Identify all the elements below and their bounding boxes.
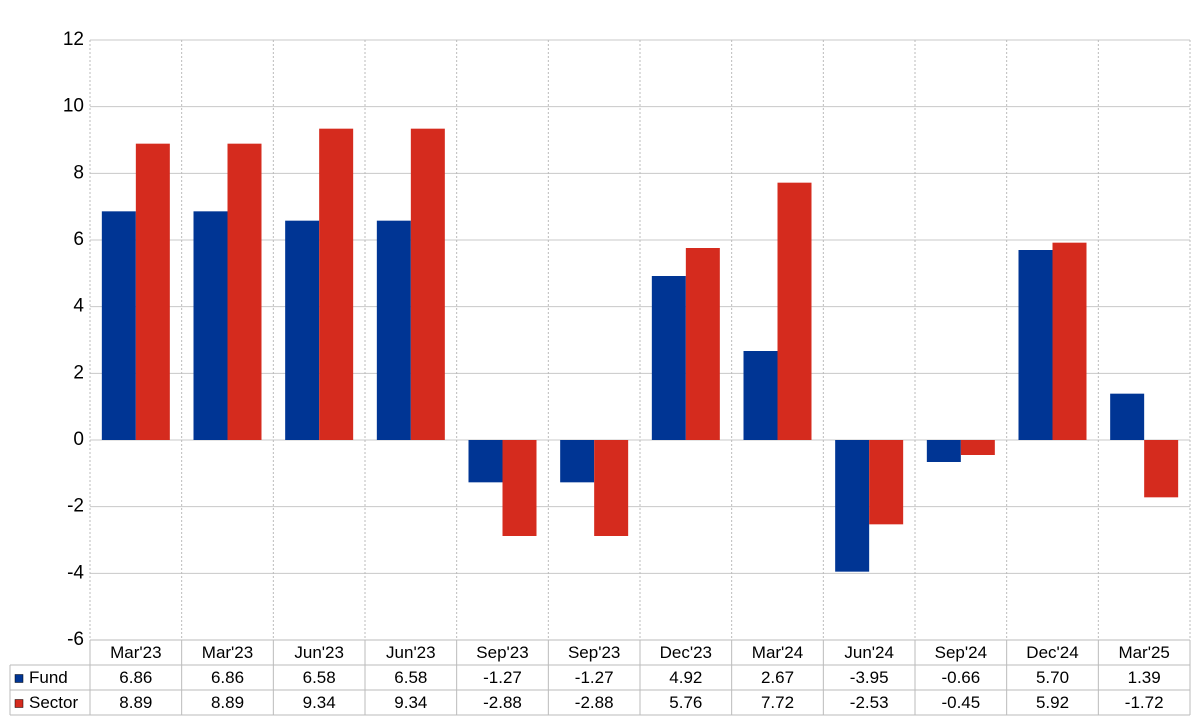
value-label: 7.72	[761, 693, 794, 712]
value-label: -1.27	[483, 668, 522, 687]
value-label: 9.34	[303, 693, 336, 712]
bar	[319, 128, 354, 440]
value-label: -1.27	[575, 668, 614, 687]
value-label: -0.45	[941, 693, 980, 712]
bar	[376, 220, 411, 440]
x-tick-label: Dec'23	[660, 643, 712, 662]
y-tick-label: -2	[67, 496, 84, 517]
x-tick-label: Sep'23	[568, 643, 620, 662]
x-tick-label: Dec'24	[1026, 643, 1078, 662]
bar	[502, 440, 537, 536]
x-tick-label: Jun'23	[386, 643, 436, 662]
x-tick-label: Sep'24	[935, 643, 987, 662]
y-tick-label: 0	[73, 429, 84, 450]
bar	[651, 276, 686, 440]
bar	[468, 440, 503, 483]
bar	[777, 182, 812, 440]
value-label: 8.89	[211, 693, 244, 712]
value-label: -2.88	[483, 693, 522, 712]
bar	[135, 143, 170, 440]
bar	[926, 440, 961, 462]
value-label: -3.95	[850, 668, 889, 687]
x-tick-label: Mar'25	[1118, 643, 1169, 662]
x-tick-label: Sep'23	[476, 643, 528, 662]
bar	[594, 440, 629, 536]
bar	[193, 211, 228, 440]
value-label: 1.39	[1128, 668, 1161, 687]
value-label: -1.72	[1125, 693, 1164, 712]
value-label: -2.88	[575, 693, 614, 712]
y-tick-label: -6	[67, 629, 84, 650]
y-tick-label: 2	[73, 362, 84, 383]
value-label: 2.67	[761, 668, 794, 687]
bar	[869, 440, 904, 525]
value-label: 6.58	[394, 668, 427, 687]
value-label: -0.66	[941, 668, 980, 687]
value-label: 8.89	[119, 693, 152, 712]
bar	[1110, 393, 1145, 440]
y-tick-label: 10	[63, 96, 84, 117]
value-label: -2.53	[850, 693, 889, 712]
bar	[685, 248, 720, 440]
y-tick-label: 12	[63, 29, 84, 50]
bar	[101, 211, 136, 440]
value-label: 4.92	[669, 668, 702, 687]
y-tick-label: -4	[67, 562, 84, 583]
value-label: 6.86	[119, 668, 152, 687]
bar	[960, 440, 995, 455]
bar	[560, 440, 595, 483]
bar	[1018, 250, 1053, 440]
value-label: 6.58	[303, 668, 336, 687]
bar	[743, 351, 778, 440]
legend-swatch	[14, 699, 24, 708]
x-tick-label: Jun'24	[844, 643, 894, 662]
legend-label: Sector	[29, 693, 78, 712]
y-tick-label: 8	[73, 162, 84, 183]
bar	[227, 143, 262, 440]
x-tick-label: Mar'24	[752, 643, 803, 662]
value-label: 5.92	[1036, 693, 1069, 712]
value-label: 5.76	[669, 693, 702, 712]
value-label: 5.70	[1036, 668, 1069, 687]
y-tick-label: 4	[73, 296, 84, 317]
bar	[285, 220, 320, 440]
bar	[410, 128, 445, 440]
x-tick-label: Mar'23	[110, 643, 161, 662]
legend-label: Fund	[29, 668, 68, 687]
bar	[1144, 440, 1179, 498]
y-tick-label: 6	[73, 229, 84, 250]
value-label: 6.86	[211, 668, 244, 687]
bar	[1052, 242, 1087, 440]
x-tick-label: Jun'23	[294, 643, 344, 662]
bar	[835, 440, 870, 572]
value-label: 9.34	[394, 693, 427, 712]
x-tick-label: Mar'23	[202, 643, 253, 662]
legend-swatch	[14, 674, 24, 683]
